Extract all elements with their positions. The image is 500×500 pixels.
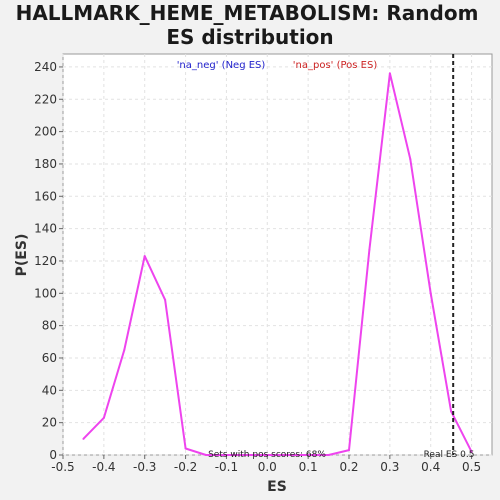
x-tick-label: 0.3 bbox=[380, 460, 399, 474]
es-data-point bbox=[389, 72, 391, 74]
y-tick-label: 160 bbox=[34, 189, 57, 203]
y-tick-label: 140 bbox=[34, 222, 57, 236]
x-axis-label: ES bbox=[267, 479, 287, 495]
y-axis-label: P(ES) bbox=[14, 234, 30, 277]
es-data-point bbox=[185, 448, 187, 450]
x-tick-label: 0.1 bbox=[299, 460, 318, 474]
chart-title-line-1: HALLMARK_HEME_METABOLISM: Random bbox=[16, 1, 479, 25]
x-tick-label: -0.3 bbox=[133, 460, 156, 474]
y-tick-label: 0 bbox=[49, 448, 57, 462]
y-tick-label: 40 bbox=[42, 383, 57, 397]
legend-entry-neg: 'na_neg' (Neg ES) bbox=[177, 60, 266, 71]
y-tick-label: 60 bbox=[42, 351, 57, 365]
pos-scores-annotation: Sets with pos scores: 68% bbox=[208, 450, 326, 460]
es-data-point bbox=[450, 410, 452, 412]
x-tick-label: -0.5 bbox=[51, 460, 74, 474]
y-tick-label: 100 bbox=[34, 286, 57, 300]
x-tick-label: 0.4 bbox=[421, 460, 440, 474]
x-tick-label: 0.2 bbox=[339, 460, 358, 474]
x-tick-label: 0.5 bbox=[462, 460, 481, 474]
es-data-point bbox=[144, 255, 146, 257]
y-tick-label: 120 bbox=[34, 254, 57, 268]
es-data-point bbox=[123, 349, 125, 351]
es-data-point bbox=[164, 299, 166, 301]
plot-area bbox=[63, 54, 492, 455]
x-tick-label: -0.2 bbox=[174, 460, 197, 474]
real-es-label: Real ES 0.5 bbox=[424, 450, 475, 460]
es-data-point bbox=[409, 158, 411, 160]
es-data-point bbox=[103, 417, 105, 419]
es-data-point bbox=[348, 449, 350, 451]
y-tick-label: 200 bbox=[34, 125, 57, 139]
chart-title-line-2: ES distribution bbox=[166, 25, 333, 49]
x-tick-label: -0.1 bbox=[215, 460, 238, 474]
es-data-point bbox=[430, 292, 432, 294]
es-data-point bbox=[368, 249, 370, 251]
es-data-point bbox=[82, 438, 84, 440]
y-tick-label: 220 bbox=[34, 92, 57, 106]
es-data-point bbox=[328, 454, 330, 456]
y-tick-label: 240 bbox=[34, 60, 57, 74]
y-tick-label: 80 bbox=[42, 319, 57, 333]
x-tick-label: 0.0 bbox=[258, 460, 277, 474]
x-tick-label: -0.4 bbox=[92, 460, 115, 474]
y-tick-label: 20 bbox=[42, 416, 57, 430]
es-data-point bbox=[205, 454, 207, 456]
legend-entry-pos: 'na_pos' (Pos ES) bbox=[293, 60, 378, 71]
y-tick-label: 180 bbox=[34, 157, 57, 171]
